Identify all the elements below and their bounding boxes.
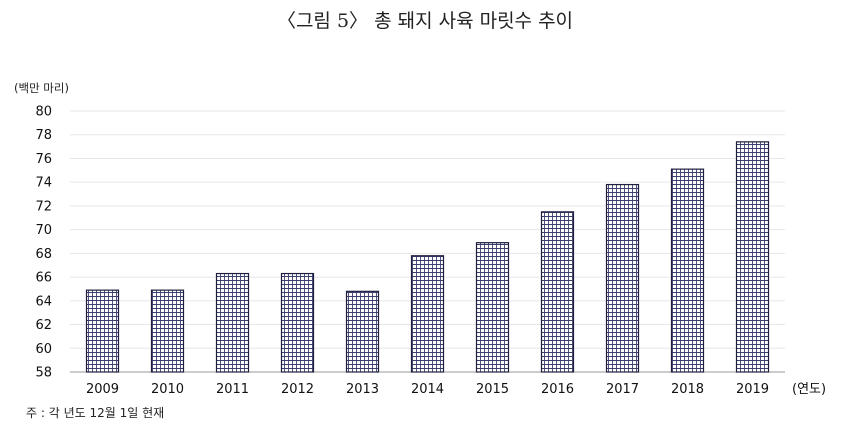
bar (475, 242, 510, 373)
bar (85, 289, 120, 373)
y-tick-label: 76 (35, 152, 52, 167)
y-tick-label: 62 (35, 318, 52, 333)
x-tick-label: 2011 (216, 382, 249, 397)
x-tick-label: 2010 (151, 382, 184, 397)
bar (215, 272, 250, 373)
x-tick-label: 2014 (411, 382, 444, 397)
x-tick-label: 2009 (86, 382, 119, 397)
y-tick-label: 58 (35, 366, 52, 381)
y-tick-label: 70 (35, 223, 52, 238)
bar (670, 168, 705, 373)
bar (735, 141, 770, 373)
bar (280, 272, 315, 373)
y-tick-label: 64 (35, 294, 52, 309)
y-tick-label: 74 (35, 176, 52, 191)
chart-title: 〈그림 5〉 총 돼지 사육 마릿수 추이 (276, 10, 574, 32)
y-tick-label: 60 (35, 342, 52, 357)
x-tick-label: 2017 (606, 382, 639, 397)
y-axis-unit-label: (백만 마리) (14, 81, 69, 95)
x-tick-label: 2015 (476, 382, 509, 397)
y-tick-label: 80 (35, 105, 52, 120)
bar (605, 183, 640, 373)
bar (410, 255, 445, 373)
x-tick-label: 2018 (671, 382, 704, 397)
bar (345, 290, 380, 373)
y-tick-label: 68 (35, 247, 52, 262)
footnote: 주 : 각 년도 12월 1일 현재 (26, 406, 165, 420)
x-tick-label: 2012 (281, 382, 314, 397)
x-tick-label: 2019 (736, 382, 769, 397)
bar (540, 211, 575, 373)
y-tick-label: 78 (35, 128, 52, 143)
x-tick-label: 2016 (541, 382, 574, 397)
y-tick-label: 72 (35, 199, 52, 214)
x-axis-unit-label: (연도) (792, 382, 826, 397)
y-tick-label: 66 (35, 271, 52, 286)
bar (150, 289, 185, 373)
x-tick-label: 2013 (346, 382, 379, 397)
